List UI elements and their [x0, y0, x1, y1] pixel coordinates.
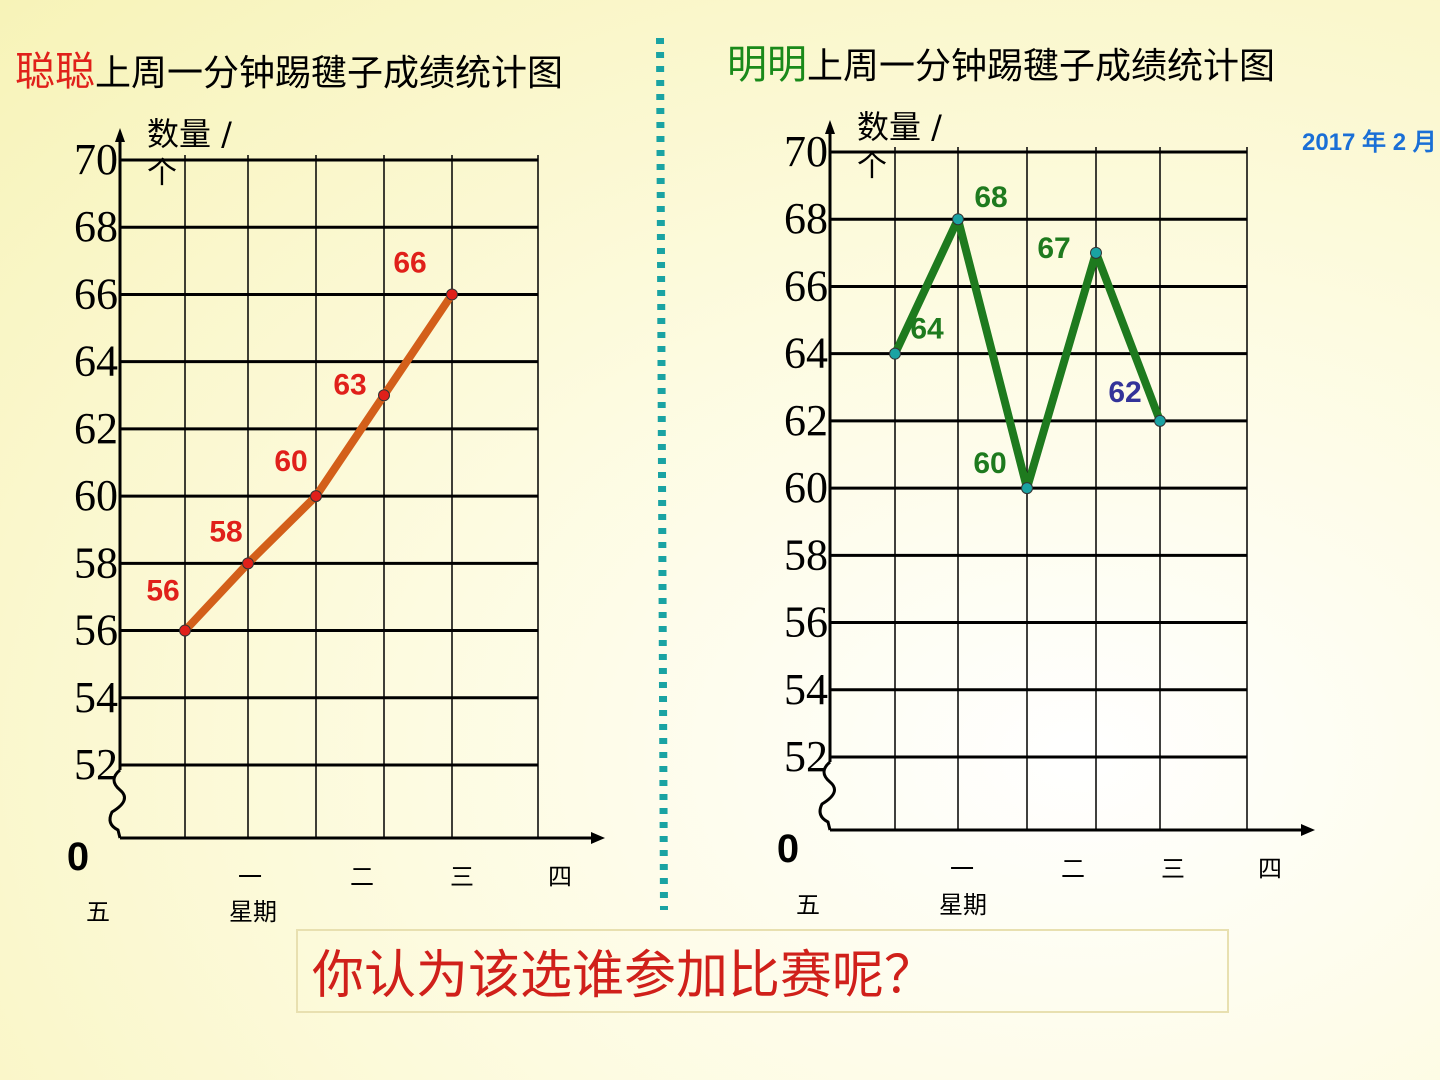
y-tick-label: 54	[74, 673, 118, 722]
y-tick-label: 62	[74, 404, 118, 453]
y-tick-label: 52	[784, 732, 828, 781]
data-point	[378, 389, 390, 402]
data-point	[242, 557, 254, 570]
data-label: 60	[274, 445, 307, 478]
axis-break	[108, 768, 126, 839]
title-name: 明明	[727, 42, 807, 88]
data-point	[310, 490, 322, 503]
data-point	[1154, 414, 1166, 427]
y-tick-label: 58	[784, 530, 828, 579]
x-tick-label: 四	[548, 863, 572, 891]
data-point	[1090, 246, 1102, 259]
y-tick-label: 0	[67, 835, 89, 879]
x-tick-label: 一	[238, 863, 262, 891]
y-tick-label: 68	[74, 202, 118, 251]
data-label: 63	[333, 368, 366, 401]
x-arrow	[591, 832, 605, 844]
title-text: 上周一分钟踢毽子成绩统计图	[95, 53, 563, 94]
date: 2017 年 2 月	[1302, 128, 1437, 156]
x-tick-label: 四	[1258, 855, 1282, 883]
y-tick-label: 0	[777, 827, 799, 871]
y-tick-label: 62	[784, 396, 828, 445]
data-point	[952, 213, 964, 226]
y-tick-label: 54	[784, 665, 828, 714]
chart-title: 明明上周一分钟踢毽子成绩统计图	[727, 42, 1275, 88]
y-arrow	[825, 120, 835, 134]
x-tick-label: 三	[450, 863, 474, 891]
y-tick-label: 56	[784, 598, 828, 647]
x-tick-label: 一	[950, 855, 974, 883]
data-label: 56	[146, 575, 179, 608]
divider	[656, 37, 668, 911]
y-tick-label: 68	[784, 194, 828, 243]
data-label: 62	[1108, 376, 1141, 409]
y-tick-label: 70	[784, 127, 828, 176]
data-label: 58	[209, 515, 242, 548]
y-unit: 个	[147, 156, 177, 191]
y-tick-label: 66	[74, 269, 118, 318]
y-label: 数量 /	[147, 115, 232, 153]
y-arrow	[115, 128, 125, 142]
x-label: 星期	[939, 891, 987, 919]
x-arrow	[1301, 824, 1315, 836]
x-tick-label: 五	[86, 898, 110, 926]
y-tick-label: 60	[74, 471, 118, 520]
data-label: 68	[974, 181, 1007, 214]
y-tick-label: 58	[74, 538, 118, 587]
data-point	[1021, 482, 1033, 495]
x-tick-label: 二	[350, 863, 374, 891]
data-label: 60	[973, 447, 1006, 480]
y-label: 数量 /	[857, 108, 942, 146]
axis-break	[818, 760, 836, 831]
x-tick-label: 三	[1161, 855, 1185, 883]
x-tick-label: 二	[1061, 855, 1085, 883]
y-tick-label: 66	[784, 261, 828, 310]
chart-title: 聪聪上周一分钟踢毽子成绩统计图	[15, 49, 563, 95]
y-tick-label: 52	[74, 740, 118, 789]
question: 你认为该选谁参加比赛呢？	[312, 946, 936, 1006]
data-line	[182, 292, 456, 634]
y-tick-label: 60	[784, 463, 828, 512]
title-name: 聪聪	[15, 49, 95, 95]
y-tick-label: 64	[784, 329, 828, 378]
data-label: 66	[393, 246, 426, 279]
data-label: 67	[1037, 232, 1070, 265]
question-box	[296, 929, 1229, 1013]
data-point	[889, 347, 901, 360]
data-label: 64	[910, 313, 944, 346]
x-label: 星期	[229, 898, 277, 926]
y-unit: 个	[857, 149, 887, 184]
y-tick-label: 64	[74, 337, 118, 386]
data-point	[446, 288, 458, 301]
y-tick-label: 56	[74, 606, 118, 655]
data-point	[179, 624, 191, 637]
y-tick-label: 70	[74, 135, 118, 184]
title-text: 上周一分钟踢毽子成绩统计图	[807, 46, 1275, 87]
x-tick-label: 五	[796, 891, 820, 919]
